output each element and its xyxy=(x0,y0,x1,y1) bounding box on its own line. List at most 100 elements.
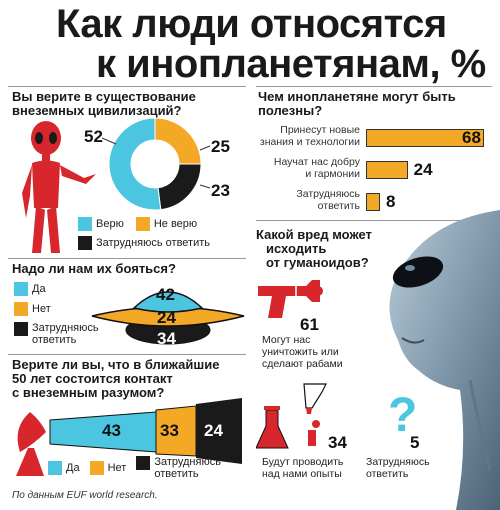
legend-item: Затрудняюсь ответить xyxy=(78,236,248,250)
q2-bar-label-line: Принесут новые xyxy=(280,124,360,136)
legend-item: Не верю xyxy=(135,217,198,231)
q2-bar-label-line: знания и технологии xyxy=(259,136,360,148)
q2-bar-label-line: Научат нас добру xyxy=(273,156,360,168)
q2-bar-label: Затрудняюсь ответить xyxy=(258,188,360,212)
q4-value-label: 61 xyxy=(300,315,319,334)
q1-value-label: 52 xyxy=(84,127,103,146)
legend-swatch xyxy=(89,461,104,475)
q2-bar-value: 24 xyxy=(413,160,433,179)
legend-swatch xyxy=(136,456,151,470)
q4-harm-text: Будут проводить над нами опыты xyxy=(262,456,343,480)
q4-value-label: 5 xyxy=(410,433,420,452)
q2-bar-label: Научат нас добру и гармонии xyxy=(258,156,360,180)
legend-label: ответить xyxy=(32,334,77,346)
q5-title-line: Верите ли вы, что в ближайшие xyxy=(12,357,220,372)
telescope-chart xyxy=(16,398,242,476)
legend-item: Да xyxy=(48,456,80,480)
legend-label: Затрудняюсь xyxy=(154,456,221,468)
q5-value-label: 43 xyxy=(102,421,121,440)
flask-icon xyxy=(256,383,327,449)
q3-title: Надо ли нам их бояться? xyxy=(12,261,176,276)
q1-title-line: внеземных цивилизаций? xyxy=(12,103,182,118)
source-note: По данным EUF world research. xyxy=(12,490,158,501)
q2-title-line: полезны? xyxy=(258,103,323,118)
legend-label: Да xyxy=(32,283,46,295)
q2-bar-value: 8 xyxy=(386,192,396,211)
q5-title-line: с внеземным разумом? xyxy=(12,385,165,400)
separator xyxy=(8,354,246,355)
q1-legend: Верю Не верю Затрудняюсь ответить xyxy=(78,217,248,250)
q2-bar-label-line: Затрудняюсь xyxy=(296,188,360,200)
legend-label: Нет xyxy=(107,462,127,474)
legend-label: Верю xyxy=(96,218,124,230)
legend-swatch xyxy=(14,282,28,296)
title-line-2: к инопланетянам, % xyxy=(96,42,486,86)
q4-harm-text: Могут нас уничтожить или сделают рабами xyxy=(262,334,343,370)
q3-value-label: 42 xyxy=(156,285,175,304)
q4-harm-text: Затрудняюсь ответить xyxy=(366,456,430,480)
q4-harm-line: сделают рабами xyxy=(262,358,343,370)
q4-harm-line: Будут проводить xyxy=(262,456,344,468)
question-mark-icon: ? xyxy=(388,389,418,442)
separator xyxy=(8,258,246,259)
legend-swatch xyxy=(14,322,28,336)
q5-legend: Да Нет Затрудняюсь ответить xyxy=(48,456,248,480)
legend-swatch xyxy=(14,302,28,316)
ray-gun-icon xyxy=(258,280,323,318)
q2-bar-value: 68 xyxy=(462,128,481,147)
alien-head-illustration xyxy=(389,210,500,510)
q2-bar xyxy=(366,161,408,179)
legend-swatch xyxy=(48,461,62,475)
legend-item: Нет xyxy=(89,456,127,480)
q4-harm-line: Затрудняюсь xyxy=(366,456,430,468)
q1-leader-lines xyxy=(101,137,211,189)
q4-title-line: Какой вред может xyxy=(256,227,372,242)
q1-title: Вы верите в существование внеземных циви… xyxy=(12,90,248,118)
q5-title-line: 50 лет состоится контакт xyxy=(12,371,173,386)
alien-figure-icon xyxy=(22,121,96,253)
legend-label: Не верю xyxy=(153,218,198,230)
q3-value-label: 34 xyxy=(157,329,176,348)
legend-swatch xyxy=(78,217,92,231)
q5-value-label: 24 xyxy=(204,421,223,440)
legend-swatch xyxy=(135,217,150,231)
title-line-1: Как люди относятся xyxy=(56,2,447,46)
q4-harm-line: ответить xyxy=(366,468,409,480)
legend-swatch xyxy=(78,236,92,250)
q4-harm-line: Могут нас xyxy=(262,334,311,346)
q4-title: Какой вред может исходить от гуманоидов? xyxy=(256,228,372,270)
q1-value-label: 25 xyxy=(211,137,230,156)
legend-item: Верю xyxy=(78,217,124,231)
legend-label: Затрудняюсь ответить xyxy=(96,237,211,249)
q4-value-label: 34 xyxy=(328,433,347,452)
q4-harm-line: уничтожить или xyxy=(262,346,339,358)
q2-bars: 24 8 xyxy=(366,129,484,211)
q2-bar-label-line: и гармонии xyxy=(305,168,360,180)
q4-title-line: от гуманоидов? xyxy=(266,255,369,270)
q1-title-line: Вы верите в существование xyxy=(12,89,196,104)
q2-bar-label: Принесут новые знания и технологии xyxy=(258,124,360,148)
q2-bar xyxy=(366,193,380,211)
q5-title: Верите ли вы, что в ближайшие 50 лет сос… xyxy=(12,358,219,400)
legend-label: Затрудняюсь xyxy=(32,322,99,334)
legend-label: Да xyxy=(66,462,80,474)
legend-label: Нет xyxy=(32,303,51,315)
legend-item: Да xyxy=(14,282,94,296)
q2-title: Чем инопланетяне могут быть полезны? xyxy=(258,90,494,118)
q4-title-line: исходить xyxy=(266,241,327,256)
q2-bar-label-line: ответить xyxy=(317,200,360,212)
q5-value-label: 33 xyxy=(160,421,179,440)
legend-label: ответить xyxy=(154,468,199,480)
q2-title-line: Чем инопланетяне могут быть xyxy=(258,89,456,104)
ufo-chart xyxy=(91,291,245,345)
q1-donut-chart xyxy=(108,117,202,211)
q1-value-label: 23 xyxy=(211,181,230,200)
legend-item: Нет xyxy=(14,302,94,316)
q3-legend: Да Нет Затрудняюсь ответить xyxy=(14,282,99,346)
legend-item: Затрудняюсь ответить xyxy=(136,456,221,480)
q4-harm-line: над нами опыты xyxy=(262,468,342,480)
q3-value-label: 24 xyxy=(157,308,176,327)
q2-bar xyxy=(366,129,484,147)
legend-item: Затрудняюсь ответить xyxy=(14,322,99,346)
q1-donut-slice xyxy=(108,117,162,211)
